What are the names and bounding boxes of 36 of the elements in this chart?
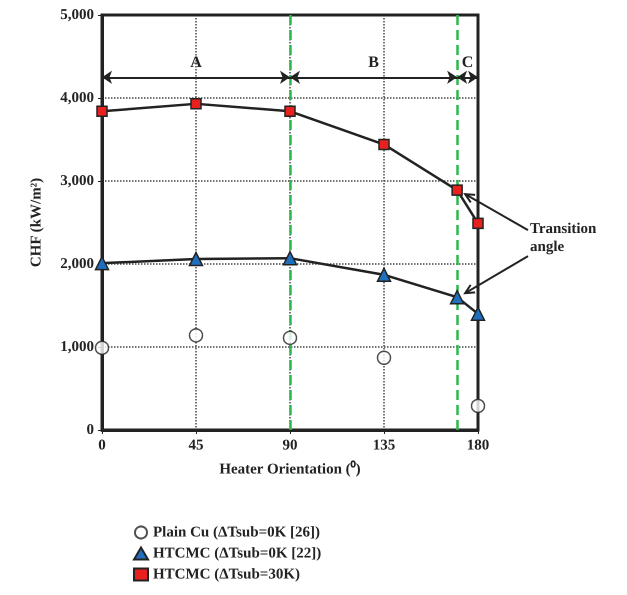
point <box>188 328 204 343</box>
y-tick-label: 5,000 <box>60 7 94 23</box>
point <box>94 340 110 356</box>
annotation: A <box>190 54 202 72</box>
x-tick-label: 45 <box>188 438 204 454</box>
legend-label: HTCMC (ΔTsub=0K [22]) <box>153 546 322 562</box>
y-tick-label: 4,000 <box>60 90 94 106</box>
point <box>376 350 392 366</box>
point <box>451 184 463 196</box>
y-tick-label: 3,000 <box>60 173 94 189</box>
y-axis-title: CHF (kW/m²) <box>28 178 44 268</box>
y-tick-label: 0 <box>86 422 94 438</box>
point <box>470 398 486 414</box>
annotation: B <box>368 54 380 72</box>
point <box>190 98 202 110</box>
legend-label: HTCMC (ΔTsub=30K) <box>153 566 300 582</box>
x-tick-label: 0 <box>98 438 106 454</box>
annotation: C <box>462 54 474 72</box>
point <box>376 268 392 282</box>
point <box>282 250 298 266</box>
x-tick-label: 90 <box>282 438 298 454</box>
x-tick-label: 135 <box>372 438 396 454</box>
point <box>378 138 390 150</box>
point <box>282 330 298 346</box>
point <box>96 106 108 118</box>
y-tick-label: 1,000 <box>60 339 94 355</box>
annotation: Transition angle <box>530 221 598 256</box>
x-tick-label: 180 <box>466 438 490 454</box>
point <box>450 290 464 304</box>
point <box>284 106 296 118</box>
point <box>472 218 484 230</box>
y-tick-label: 2,000 <box>60 256 94 272</box>
x-axis-title: Heater Orientation (⁰) <box>219 460 361 478</box>
point <box>470 306 486 322</box>
legend-label: Plain Cu (ΔTsub=0K [26]) <box>153 524 320 540</box>
point <box>188 252 204 266</box>
